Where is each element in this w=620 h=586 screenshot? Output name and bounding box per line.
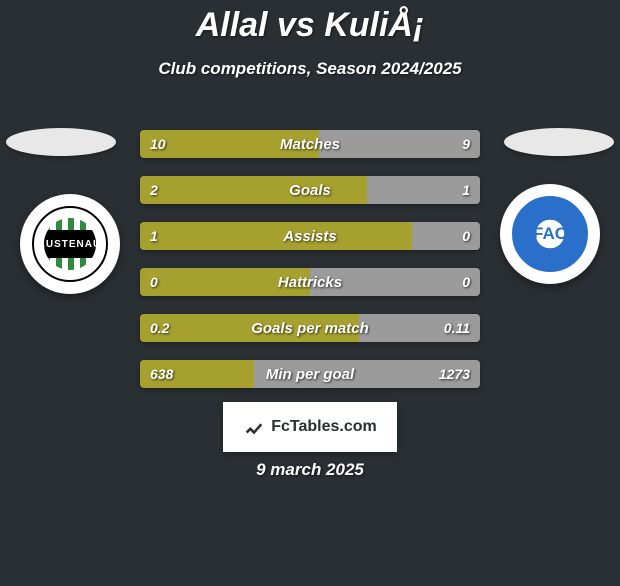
stat-value-right: 9 [462, 130, 470, 158]
match-date: 9 march 2025 [0, 460, 620, 480]
fac-badge-text: FAC [533, 224, 567, 244]
left-club-logo: LUSTENAU [20, 194, 120, 294]
stat-label: Goals [140, 176, 480, 204]
stat-value-right: 0 [462, 268, 470, 296]
stat-value-right: 1 [462, 176, 470, 204]
stat-value-left: 0.2 [150, 314, 169, 342]
stat-value-left: 10 [150, 130, 166, 158]
stat-row: Hattricks0 0 [140, 268, 480, 296]
stat-value-right: 1273 [439, 360, 470, 388]
stat-row: Assists1 0 [140, 222, 480, 250]
stat-row: Matches10 9 [140, 130, 480, 158]
stat-label: Hattricks [140, 268, 480, 296]
stat-label: Assists [140, 222, 480, 250]
lustenau-band-text: LUSTENAU [34, 230, 106, 258]
brand-chart-icon [243, 416, 265, 438]
stat-value-left: 0 [150, 268, 158, 296]
stat-value-right: 0 [462, 222, 470, 250]
stat-value-left: 1 [150, 222, 158, 250]
stat-label: Goals per match [140, 314, 480, 342]
page-title: Allal vs KuliÅ¡ [0, 6, 620, 45]
stats-bars: Matches109Goals21Assists10Hattricks00Goa… [140, 130, 480, 406]
brand-text: FcTables.com [271, 418, 377, 436]
stat-label: Min per goal [140, 360, 480, 388]
fac-badge: FAC [512, 196, 588, 272]
stat-row: Min per goal638 1273 [140, 360, 480, 388]
stat-value-left: 2 [150, 176, 158, 204]
left-flag-oval [6, 128, 116, 156]
stat-value-right: 0.11 [444, 314, 470, 342]
stat-label: Matches [140, 130, 480, 158]
stat-row: Goals2 1 [140, 176, 480, 204]
brand-badge: FcTables.com [223, 402, 397, 452]
right-club-logo: FAC [500, 184, 600, 284]
right-flag-oval [504, 128, 614, 156]
lustenau-badge: LUSTENAU [34, 208, 106, 280]
stat-value-left: 638 [150, 360, 173, 388]
page-subtitle: Club competitions, Season 2024/2025 [0, 59, 620, 79]
stat-row: Goals per match0.2 0.11 [140, 314, 480, 342]
